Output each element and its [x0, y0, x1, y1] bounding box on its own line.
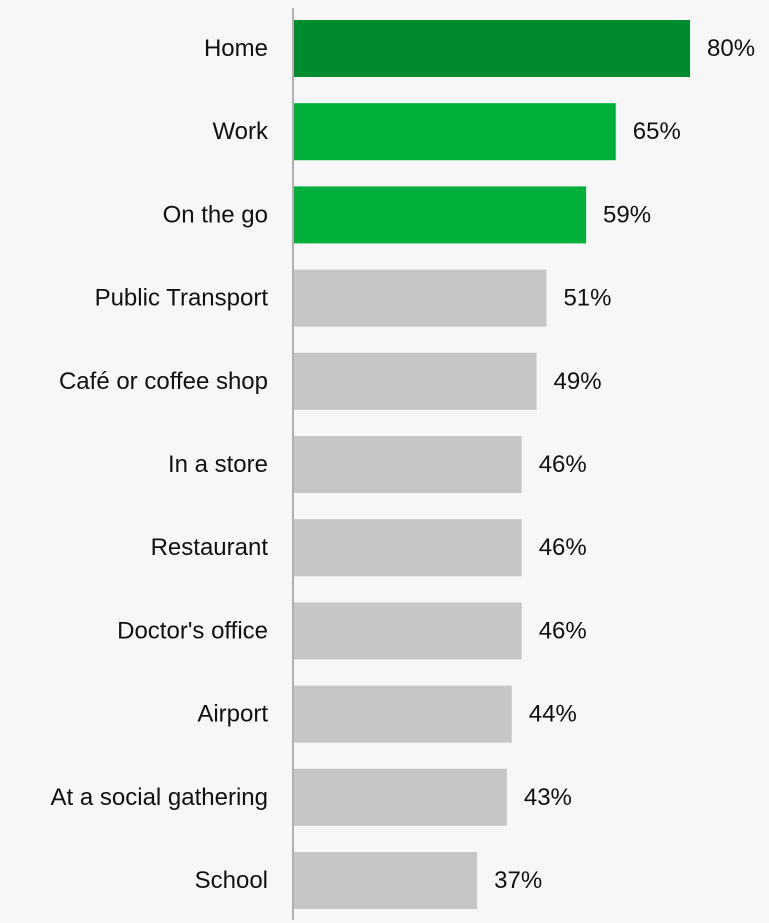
labels-layer: Home 80% Work 65% On the go 59% Public Transpo…	[51, 35, 756, 894]
value-label: 49%	[554, 368, 602, 395]
bar-1	[294, 103, 616, 161]
category-label: Airport	[197, 701, 268, 728]
bar-10	[294, 852, 478, 909]
value-label: 46%	[539, 617, 587, 644]
category-label: On the go	[163, 201, 268, 228]
category-label: Public Transport	[95, 285, 269, 312]
category-label: Restaurant	[151, 534, 269, 561]
value-label: 80%	[707, 35, 755, 62]
bar-2	[294, 186, 587, 244]
bar-4	[294, 352, 537, 410]
value-label: 37%	[494, 867, 542, 894]
category-label: Work	[212, 118, 269, 145]
value-label: 43%	[524, 784, 572, 811]
category-label: At a social gathering	[51, 784, 268, 811]
category-label: School	[195, 867, 268, 894]
bar-7	[294, 602, 522, 660]
bar-6	[294, 519, 522, 577]
bar-9	[294, 768, 507, 826]
category-label: Home	[204, 35, 268, 62]
bar-3	[294, 269, 547, 327]
bar-0	[294, 20, 690, 77]
value-label: 44%	[529, 701, 577, 728]
category-label: In a store	[168, 451, 268, 478]
bar-8	[294, 685, 512, 743]
bar-5	[294, 436, 522, 493]
value-label: 51%	[563, 285, 611, 312]
value-label: 59%	[603, 201, 651, 228]
category-label: Café or coffee shop	[59, 368, 268, 395]
value-label: 46%	[539, 451, 587, 478]
value-label: 65%	[633, 118, 681, 145]
value-label: 46%	[539, 534, 587, 561]
bars-layer	[294, 20, 690, 909]
category-label: Doctor's office	[117, 617, 268, 644]
